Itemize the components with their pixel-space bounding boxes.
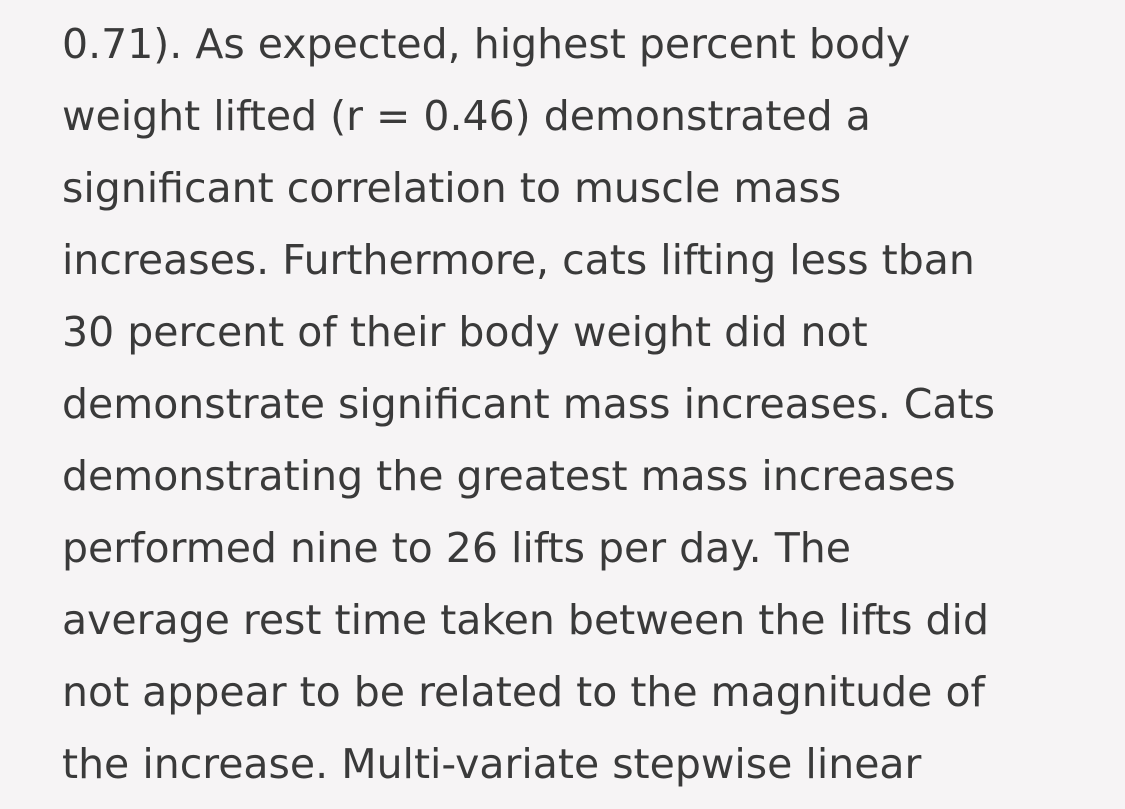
paragraph-line: significant correlation to muscle mass: [62, 164, 842, 212]
paragraph-line: demonstrating the greatest mass increase…: [62, 452, 956, 500]
paragraph-line: weight lifted (r = 0.46) demonstrated a: [62, 92, 871, 140]
paragraph-line: not appear to be related to the magnitud…: [62, 668, 985, 716]
paragraph-line: the increase. Multi-variate stepwise lin…: [62, 740, 922, 788]
paragraph-line: increases. Furthermore, cats lifting les…: [62, 236, 975, 284]
paragraph-line: 30 percent of their body weight did not: [62, 308, 868, 356]
paragraph-line: performed nine to 26 lifts per day. The: [62, 524, 851, 572]
paragraph-line: 0.71). As expected, highest percent body: [62, 20, 911, 68]
paragraph-line: average rest time taken between the lift…: [62, 596, 989, 644]
paragraph-line: demonstrate significant mass increases. …: [62, 380, 995, 428]
article-paragraph: 0.71). As expected, highest percent body…: [62, 8, 1102, 800]
